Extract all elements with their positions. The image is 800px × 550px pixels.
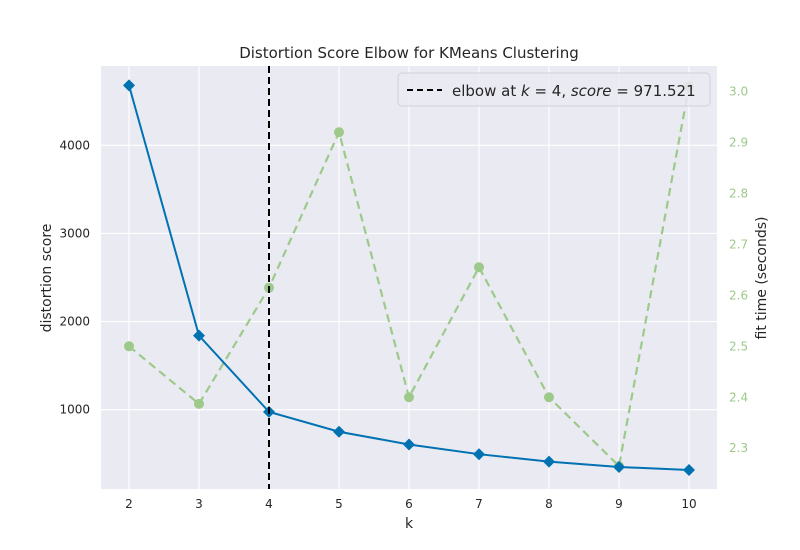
y-tick-label: 1000 — [59, 403, 90, 417]
legend-k: k — [521, 82, 531, 100]
distortion-point — [403, 438, 415, 451]
distortion-point — [193, 329, 205, 342]
distortion-point — [613, 460, 625, 473]
y2-tick-label: 2.8 — [729, 186, 748, 200]
distortion-point — [333, 425, 345, 438]
y2-tick-label: 2.6 — [729, 288, 748, 302]
y2-tick-labels: 2.3 2.4 2.5 2.6 2.7 2.8 2.9 3.0 — [729, 84, 748, 455]
x-tick-label: 2 — [125, 497, 133, 511]
x-tick-label: 9 — [615, 497, 623, 511]
x-tick-label: 8 — [545, 497, 553, 511]
distortion-point — [683, 464, 695, 477]
chart-title: Distortion Score Elbow for KMeans Cluste… — [239, 44, 579, 62]
x-tick-label: 10 — [681, 497, 696, 511]
x-tick-label: 3 — [195, 497, 203, 511]
fit-time-point — [544, 392, 554, 403]
fit-time-point — [194, 398, 204, 409]
x-tick-label: 4 — [265, 497, 273, 511]
x-tick-label: 7 — [475, 497, 483, 511]
y-axis-label: distortion score — [39, 224, 55, 333]
distortion-point — [543, 455, 555, 468]
legend-eq2: = 971.521 — [612, 82, 696, 100]
y2-tick-label: 2.3 — [729, 441, 748, 455]
y2-tick-label: 3.0 — [729, 84, 748, 98]
x-tick-label: 6 — [405, 497, 413, 511]
y-tick-label: 2000 — [59, 315, 90, 329]
y2-tick-label: 2.5 — [729, 339, 748, 353]
y2-axis-label: fit time (seconds) — [754, 217, 770, 340]
legend-eq1: = 4, — [530, 82, 571, 100]
distortion-point — [473, 448, 485, 461]
y-tick-labels: 1000 2000 3000 4000 — [59, 138, 90, 416]
fit-time-point — [334, 127, 344, 138]
legend-box — [397, 72, 711, 107]
fit-time-point — [124, 341, 134, 352]
fit-time-point — [474, 262, 484, 273]
y-tick-label: 4000 — [59, 138, 90, 152]
legend: elbow at k = 4, score = 971.521 — [397, 72, 711, 107]
y2-tick-label: 2.7 — [729, 237, 748, 251]
legend-score: score — [571, 82, 612, 100]
legend-elbow-label: elbow at k = 4, score = 971.521 — [452, 82, 696, 100]
x-tick-label: 5 — [335, 497, 343, 511]
series-layer — [123, 66, 695, 489]
distortion-point — [123, 79, 135, 92]
x-axis-label: k — [405, 516, 414, 532]
legend-prefix: elbow at — [452, 82, 521, 100]
x-tick-labels: 2 3 4 5 6 7 8 9 10 — [125, 497, 696, 511]
y-tick-label: 3000 — [59, 226, 90, 240]
y2-tick-label: 2.4 — [729, 390, 748, 404]
fit-time-point — [404, 392, 414, 403]
y2-tick-label: 2.9 — [729, 135, 748, 149]
